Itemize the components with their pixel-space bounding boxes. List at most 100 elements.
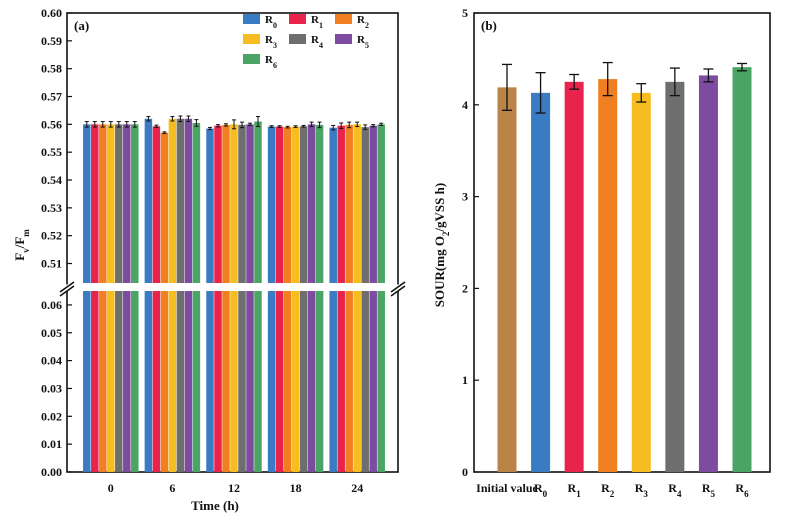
x-tick-label-R5: R5 — [702, 481, 716, 499]
bar-R0-t18-upper — [267, 126, 276, 283]
errorbar-R4-t12 — [240, 121, 244, 129]
bar-R2-t18-upper — [283, 127, 292, 283]
legend-label-sub: 2 — [365, 21, 369, 30]
bar-R5-t6-upper — [184, 118, 193, 283]
legend-label: R3 — [265, 34, 277, 50]
bar-R1 — [564, 81, 584, 472]
bar-R0-t24-lower — [329, 291, 337, 472]
x-tick-label-name: R — [601, 481, 610, 495]
y-tick-label: 1 — [462, 373, 468, 387]
legend-label-sub: 1 — [319, 21, 323, 30]
panel-a-y-axis-label: Fv/Fm — [12, 229, 31, 261]
errorbar-R5-t18 — [309, 121, 314, 128]
bar-R6-t0-upper — [131, 124, 139, 283]
legend-swatch — [289, 14, 306, 24]
bar-R0-t18-lower — [267, 291, 276, 472]
bar-R1-t6-upper — [152, 126, 161, 283]
legend-label-sub: 3 — [273, 41, 277, 50]
panel-a-y-ticks: 0.00 0.01 0.02 0.03 0.04 0.05 0.06 0.51 0.52 0.53… — [41, 6, 72, 479]
panel-b-error-bars — [502, 61, 747, 114]
axis-break-gap — [62, 284, 404, 291]
y-tick-label: 2 — [462, 281, 468, 295]
bar-R1-t0-upper — [91, 124, 99, 283]
y-tick-label: 0.05 — [41, 326, 62, 340]
bar-R1-t24-lower — [337, 291, 345, 472]
errorbar-R3 — [636, 83, 647, 103]
errorbar-R2-t18 — [285, 125, 290, 129]
panel-b-y-axis-label: SOUR(mg O2/gVSS h) — [432, 183, 451, 307]
legend-label-name: R — [357, 34, 366, 46]
legend-item-R6: R6 — [243, 54, 277, 70]
bar-R2-t18-lower — [283, 291, 292, 472]
bar-R5-t12-upper — [246, 124, 254, 283]
errorbar-R0 — [535, 72, 546, 114]
bar-R4-t24-upper — [361, 127, 369, 283]
x-tick-label-sub: 1 — [576, 489, 581, 499]
y-tick-label: 0.57 — [41, 90, 62, 104]
x-tick-label-sub: 2 — [610, 489, 615, 499]
bar-R2-t0-lower — [99, 291, 107, 472]
y-tick-label: 0.58 — [41, 62, 62, 76]
y-tick-label: 0.04 — [41, 354, 62, 368]
x-tick-label-sub: 3 — [643, 489, 648, 499]
bar-R0-t6-upper — [144, 118, 153, 283]
y-tick-label: 0.51 — [41, 257, 62, 271]
errorbar-R6-t0 — [132, 121, 137, 128]
x-tick-label-initial: Initial value — [476, 481, 538, 495]
x-tick-label-R2: R2 — [601, 481, 615, 499]
errorbar-R6-t18 — [317, 121, 322, 129]
bar-R5-t18-lower — [307, 291, 316, 472]
x-tick-label-R0: R0 — [534, 481, 548, 499]
errorbar-R1-t0 — [92, 121, 97, 128]
legend-swatch — [243, 14, 260, 24]
y-tick-label: 0.59 — [41, 34, 62, 48]
bar-R1-t12-lower — [214, 291, 222, 472]
panel-b-label: (b) — [481, 18, 497, 33]
errorbar-R1 — [569, 73, 580, 90]
bar-R1-t0-lower — [91, 291, 99, 472]
bar-R4-t18-upper — [299, 126, 308, 283]
bar-R5-t6-lower — [184, 291, 193, 472]
errorbar-R5-t12 — [248, 122, 252, 126]
x-tick-label-name: R — [668, 481, 677, 495]
y-tick-label: 5 — [462, 6, 468, 20]
x-tick-label-name: R — [702, 481, 711, 495]
bar-R5 — [698, 75, 718, 472]
panel-a-error-bars — [84, 115, 384, 135]
errorbar-R0-t12 — [208, 126, 212, 131]
bar-R4-t0-lower — [115, 291, 123, 472]
errorbar-R6 — [737, 62, 747, 72]
bar-R3-t0-lower — [107, 291, 115, 472]
errorbar-R1-t12 — [216, 124, 220, 128]
legend-label-sub: 6 — [273, 61, 277, 70]
bar-R5-t24-lower — [369, 291, 377, 472]
x-tick-label-name: R — [635, 481, 644, 495]
y-tick-label: 0 — [462, 465, 468, 479]
legend-label: R2 — [357, 14, 369, 30]
errorbar-R5-t24 — [371, 124, 376, 128]
legend-item-R1: R1 — [289, 14, 323, 30]
panel-a-label: (a) — [74, 18, 89, 33]
errorbar-R2-t6 — [162, 131, 167, 135]
errorbar-R1-t6 — [154, 124, 159, 128]
legend-label-sub: 4 — [319, 41, 323, 50]
bar-R5-t12-lower — [246, 291, 254, 472]
legend-label-name: R — [311, 34, 320, 46]
bar-R4-t12-upper — [238, 124, 246, 283]
legend-label: R5 — [357, 34, 369, 50]
errorbar-R0-t18 — [269, 125, 274, 128]
panel-a-bars — [83, 118, 385, 472]
errorbar-initial — [502, 63, 512, 111]
axis-break-slash-2 — [390, 281, 406, 293]
legend-swatch — [335, 34, 352, 44]
bar-R3-t6-lower — [168, 291, 177, 472]
bar-R0 — [531, 92, 551, 472]
x-tick-label-sub: 4 — [677, 489, 682, 499]
panel-b-y-ticks: 0 1 2 3 4 5 — [462, 6, 479, 479]
errorbar-R4-t6 — [178, 115, 183, 123]
errorbar-R3-t18 — [293, 125, 298, 128]
legend-label-name: R — [265, 34, 274, 46]
legend-label-sub: 5 — [365, 41, 369, 50]
panel-a-axis-break — [59, 281, 406, 297]
errorbar-R6-t24 — [379, 122, 384, 126]
